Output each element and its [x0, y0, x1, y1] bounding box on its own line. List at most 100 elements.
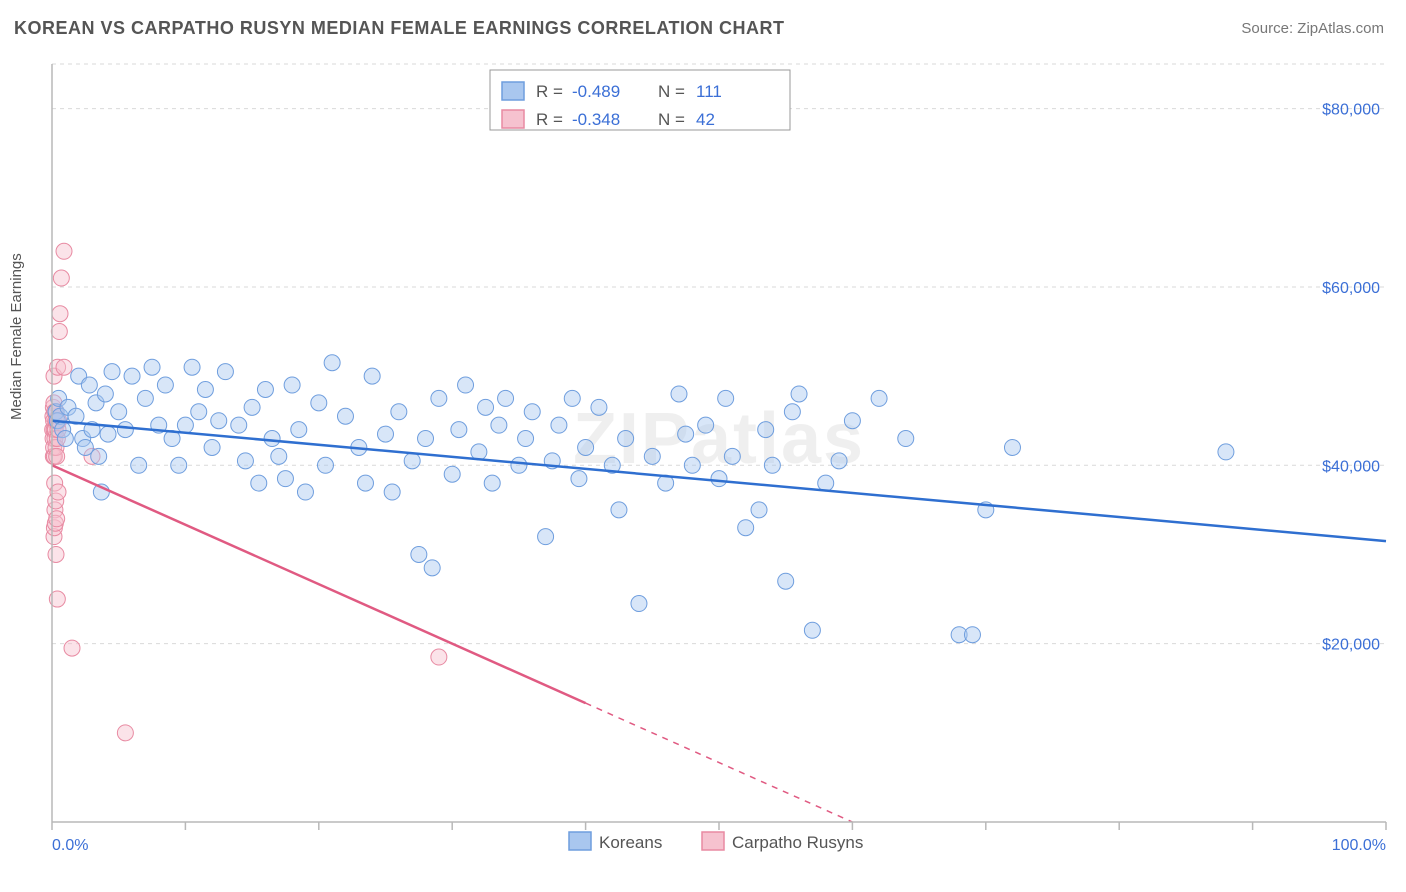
- point-koreans: [618, 431, 634, 447]
- point-koreans: [91, 448, 107, 464]
- point-koreans: [591, 399, 607, 415]
- point-koreans: [411, 546, 427, 562]
- point-koreans: [137, 390, 153, 406]
- svg-text:R =: R =: [536, 110, 563, 129]
- point-koreans: [671, 386, 687, 402]
- svg-text:-0.348: -0.348: [572, 110, 620, 129]
- point-koreans: [818, 475, 834, 491]
- point-koreans: [404, 453, 420, 469]
- point-koreans: [571, 471, 587, 487]
- point-koreans: [124, 368, 140, 384]
- point-koreans: [498, 390, 514, 406]
- point-koreans: [171, 457, 187, 473]
- point-koreans: [184, 359, 200, 375]
- point-koreans: [384, 484, 400, 500]
- legend-rusyns: Carpatho Rusyns: [732, 833, 863, 852]
- point-koreans: [337, 408, 353, 424]
- point-koreans: [177, 417, 193, 433]
- point-koreans: [204, 439, 220, 455]
- svg-text:R =: R =: [536, 82, 563, 101]
- point-koreans: [751, 502, 767, 518]
- svg-text:111: 111: [696, 82, 722, 101]
- svg-text:$60,000: $60,000: [1322, 280, 1380, 297]
- point-koreans: [378, 426, 394, 442]
- point-koreans: [81, 377, 97, 393]
- point-koreans: [578, 439, 594, 455]
- svg-text:$20,000: $20,000: [1322, 637, 1380, 654]
- point-koreans: [117, 422, 133, 438]
- legend-koreans: Koreans: [599, 833, 662, 852]
- point-koreans: [364, 368, 380, 384]
- point-koreans: [251, 475, 267, 491]
- point-koreans: [144, 359, 160, 375]
- point-koreans: [424, 560, 440, 576]
- svg-text:42: 42: [696, 110, 715, 129]
- point-koreans: [778, 573, 794, 589]
- point-koreans: [391, 404, 407, 420]
- svg-text:N =: N =: [658, 82, 685, 101]
- point-koreans: [804, 622, 820, 638]
- point-koreans: [551, 417, 567, 433]
- legend-top: [490, 70, 790, 130]
- point-koreans: [844, 413, 860, 429]
- point-koreans: [271, 448, 287, 464]
- point-koreans: [738, 520, 754, 536]
- point-rusyns: [117, 725, 133, 741]
- point-rusyns: [431, 649, 447, 665]
- point-koreans: [458, 377, 474, 393]
- point-rusyns: [53, 270, 69, 286]
- point-koreans: [317, 457, 333, 473]
- point-koreans: [831, 453, 847, 469]
- point-koreans: [231, 417, 247, 433]
- point-koreans: [284, 377, 300, 393]
- point-koreans: [791, 386, 807, 402]
- point-koreans: [97, 386, 113, 402]
- point-koreans: [631, 596, 647, 612]
- point-rusyns: [48, 546, 64, 562]
- point-koreans: [431, 390, 447, 406]
- point-koreans: [964, 627, 980, 643]
- point-koreans: [764, 457, 780, 473]
- x-max-label: 100.0%: [1332, 837, 1386, 854]
- point-koreans: [264, 431, 280, 447]
- point-koreans: [157, 377, 173, 393]
- point-koreans: [100, 426, 116, 442]
- point-koreans: [297, 484, 313, 500]
- point-rusyns: [56, 243, 72, 259]
- point-koreans: [724, 448, 740, 464]
- point-koreans: [324, 355, 340, 371]
- point-koreans: [217, 364, 233, 380]
- svg-text:$80,000: $80,000: [1322, 102, 1380, 119]
- point-rusyns: [52, 306, 68, 322]
- point-rusyns: [64, 640, 80, 656]
- point-koreans: [104, 364, 120, 380]
- point-koreans: [898, 431, 914, 447]
- point-koreans: [611, 502, 627, 518]
- point-koreans: [718, 390, 734, 406]
- point-koreans: [564, 390, 580, 406]
- point-koreans: [871, 390, 887, 406]
- point-koreans: [684, 457, 700, 473]
- point-koreans: [111, 404, 127, 420]
- point-koreans: [191, 404, 207, 420]
- svg-text:N =: N =: [658, 110, 685, 129]
- point-rusyns: [49, 448, 65, 464]
- point-koreans: [538, 529, 554, 545]
- point-koreans: [1004, 439, 1020, 455]
- point-koreans: [311, 395, 327, 411]
- point-koreans: [244, 399, 260, 415]
- point-koreans: [524, 404, 540, 420]
- point-koreans: [678, 426, 694, 442]
- point-rusyns: [56, 359, 72, 375]
- point-koreans: [758, 422, 774, 438]
- point-koreans: [491, 417, 507, 433]
- point-koreans: [57, 431, 73, 447]
- point-koreans: [511, 457, 527, 473]
- point-rusyns: [51, 324, 67, 340]
- point-koreans: [418, 431, 434, 447]
- svg-text:$40,000: $40,000: [1322, 458, 1380, 475]
- point-koreans: [291, 422, 307, 438]
- point-koreans: [197, 381, 213, 397]
- point-koreans: [211, 413, 227, 429]
- point-koreans: [644, 448, 660, 464]
